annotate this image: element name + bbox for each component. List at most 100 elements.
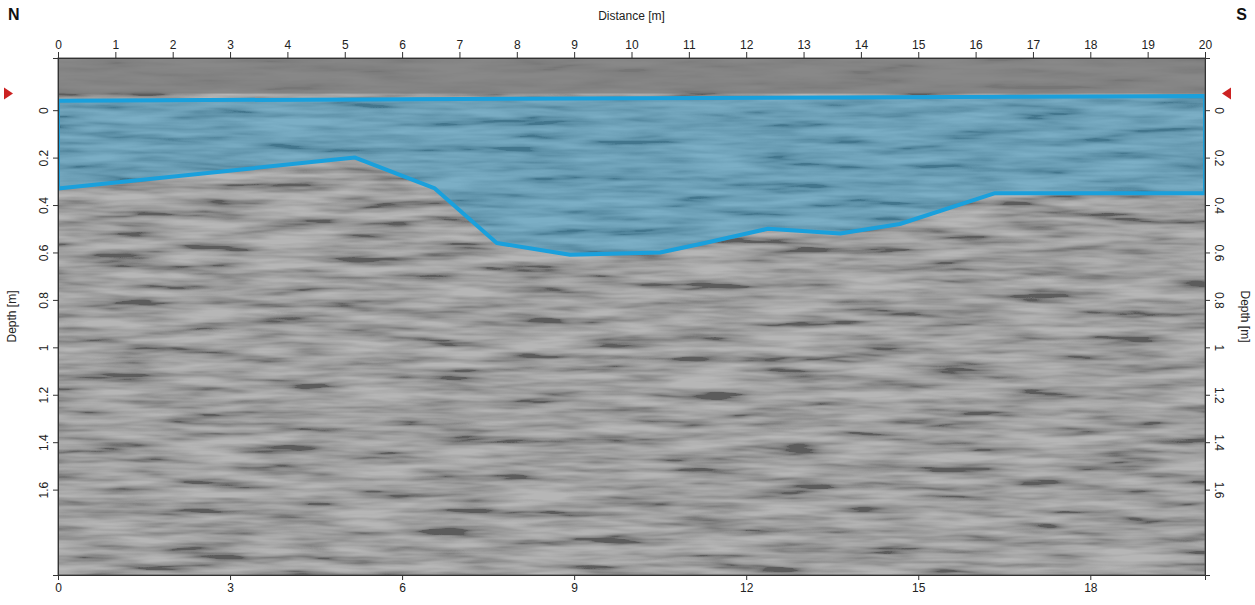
tick-label: 1.4 [1212,434,1226,451]
tick: 1.6 [1205,482,1226,499]
tick-label: 1.2 [37,387,51,404]
tick: 15 [912,575,926,595]
tick: 0.6 [1205,245,1226,262]
tick: 6 [399,38,406,58]
tick-mark [230,52,231,58]
tick-mark [574,52,575,58]
tick-label: 1 [37,344,51,351]
tick-mark [53,110,58,111]
tick-label: 10 [625,38,639,52]
tick-label: 0 [37,107,51,114]
tick-mark [746,52,747,58]
tick-label: 19 [1141,38,1155,52]
tick-mark [402,575,403,580]
tick: 1.2 [1205,387,1226,404]
y-axis-title: Depth [m] [5,290,19,342]
tick-mark [345,52,346,58]
tick-mark [1205,490,1210,491]
tick-label: 18 [1084,581,1098,595]
tick: 1.4 [1205,434,1226,451]
tick-mark [918,575,919,580]
direction-label: N [8,6,20,23]
tick-label: 6 [399,38,406,52]
y2-axis-title: Depth [m] [1238,290,1252,342]
chart: 0123456789101112131415161718192003691215… [0,0,1255,605]
tick-mark [115,52,116,58]
tick: 17 [1027,38,1041,58]
tick-label: 1.2 [1212,387,1226,404]
tick-mark [746,575,747,580]
tick-mark [1090,52,1091,58]
tick-mark [53,395,58,396]
tick: 0.6 [37,244,58,261]
x-axis-title: Distance [m] [598,9,665,23]
tick-mark [689,52,690,58]
tick-mark [1205,205,1210,206]
tick-mark [53,490,58,491]
tick: 5 [342,38,349,58]
tick-mark [53,347,58,348]
tick-mark [1205,442,1210,443]
x-axis-top: 01234567891011121314151617181920 [55,38,1212,59]
tick-mark [1205,300,1210,301]
tick-label: 0.6 [1212,245,1226,262]
tick-label: 17 [1027,38,1041,52]
direction-label: S [1236,6,1247,23]
axis-line [53,59,59,576]
tick: 15 [912,38,926,58]
tick-mark [1205,395,1210,396]
tick-mark [459,52,460,58]
tick-label: 0.4 [1212,197,1226,214]
tick: 20 [1199,38,1213,58]
tick-label: 3 [227,581,234,595]
tick-mark [976,52,977,58]
tick-label: 7 [457,38,464,52]
tick-label: 8 [514,38,521,52]
tick-mark [1205,110,1210,111]
tick-label: 6 [399,581,406,595]
radar-texture [58,58,1205,575]
tick-label: 0 [55,38,62,52]
tick-mark [861,52,862,58]
tick: 18 [1084,38,1098,58]
interpreted-layer [58,96,1205,255]
y-axis-left: 0 0.2 0.4 0.6 0.8 1 1.2 1.4 1.6 [37,59,59,576]
tick-label: 0.8 [37,292,51,309]
tick-label: 5 [342,38,349,52]
tick: 14 [855,38,869,58]
plot-frame [58,58,1205,575]
tick: 12 [740,575,754,595]
tick-label: 1.6 [1212,482,1226,499]
tick-label: 1 [113,38,120,52]
tick-mark [1033,52,1034,58]
tick-mark [58,52,59,58]
axis-line [59,576,1206,581]
tick: 3 [227,38,234,58]
tick: 2 [170,38,177,58]
tick-mark [1205,252,1210,253]
axis-line [59,52,1206,59]
tick-label: 0.8 [1212,292,1226,309]
tick-label: 0.4 [37,197,51,214]
tick-label: 0 [1212,107,1226,114]
tick-label: 11 [683,38,696,52]
tick: 1 [37,344,58,351]
tick-label: 1.4 [37,434,51,451]
plot-ground [58,58,1205,575]
tick-label: 9 [571,38,578,52]
tick: 10 [625,38,639,58]
marks [58,96,1205,255]
tick-mark [53,300,58,301]
tick: 4 [285,38,292,58]
tick: 0 [1205,107,1226,114]
tick: 6 [399,575,406,595]
tick-mark [918,52,919,58]
tick-label: 0.2 [37,149,51,166]
tick-mark [1148,52,1149,58]
tick-label: 15 [912,38,926,52]
tick-mark [517,52,518,58]
tick: 0.4 [1205,197,1226,214]
tick-label: 1.6 [37,481,51,498]
tick-mark [53,158,58,159]
tick-mark [1205,158,1210,159]
